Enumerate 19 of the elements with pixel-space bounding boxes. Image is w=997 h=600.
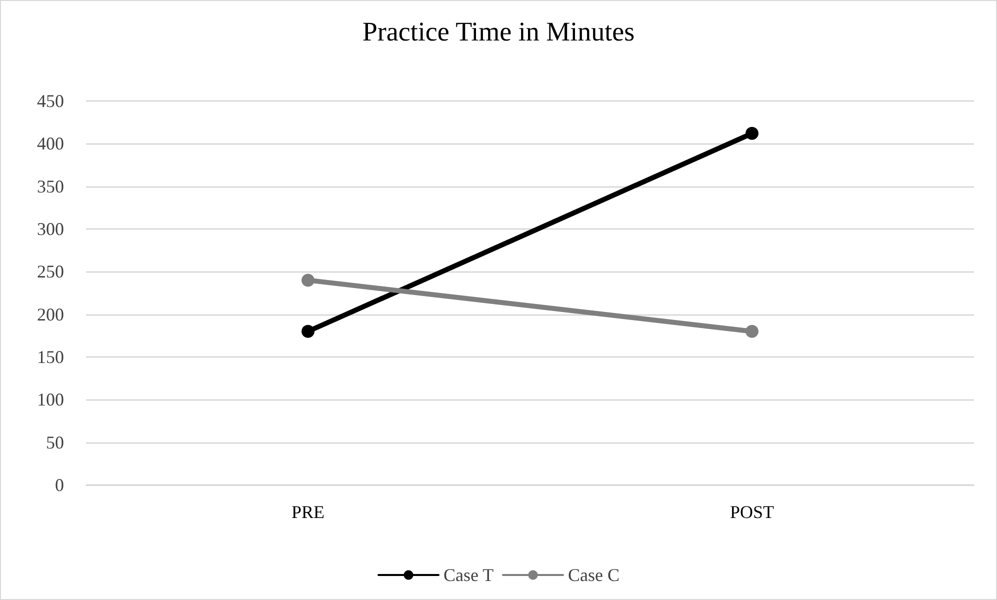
y-tick-label: 450: [37, 91, 64, 111]
y-tick-label: 350: [37, 176, 64, 196]
y-tick-label: 50: [46, 432, 64, 452]
y-tick-label: 150: [37, 347, 64, 367]
x-tick-label: POST: [730, 502, 774, 522]
x-tick-label: PRE: [291, 502, 325, 522]
y-tick-label: 250: [37, 262, 64, 282]
y-tick-label: 200: [37, 304, 64, 324]
legend-label: Case C: [568, 565, 620, 585]
point: [746, 126, 758, 140]
legend-label: Case T: [444, 565, 494, 585]
chart-title: Practice Time in Minutes: [362, 16, 635, 46]
point: [302, 324, 314, 338]
y-tick-label: 400: [37, 134, 64, 154]
y-tick-label: 0: [55, 475, 64, 495]
point: [302, 274, 314, 287]
y-tick-label: 300: [37, 219, 64, 239]
y-tick-label: 100: [37, 390, 64, 410]
point: [746, 324, 758, 338]
